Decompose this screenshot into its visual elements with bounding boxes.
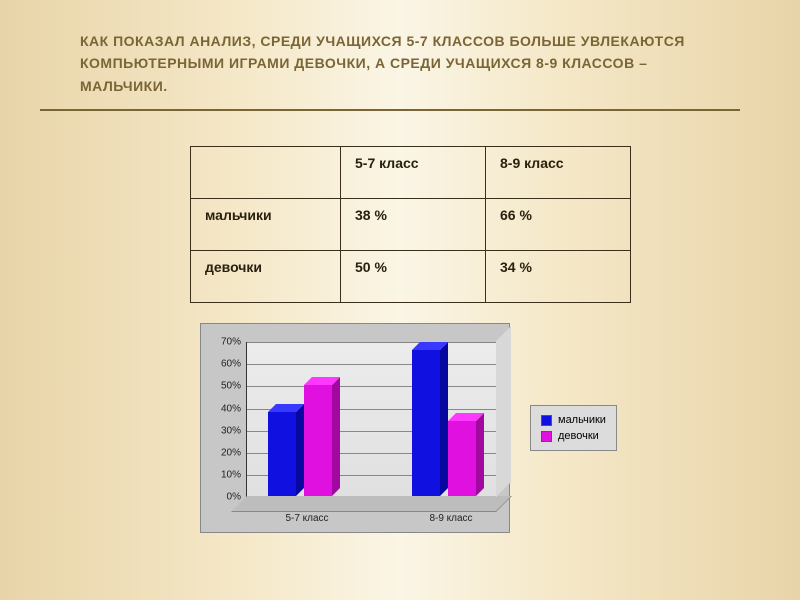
y-tick-label: 60% xyxy=(209,359,241,370)
table-header-cell: 5-7 класс xyxy=(341,147,486,199)
table-cell: 50 % xyxy=(341,251,486,303)
legend-swatch xyxy=(541,431,552,442)
header: КАК ПОКАЗАЛ АНАЛИЗ, СРЕДИ УЧАЩИХСЯ 5-7 К… xyxy=(0,0,800,126)
table-cell: мальчики xyxy=(191,199,341,251)
bar xyxy=(448,421,476,496)
legend-item: мальчики xyxy=(541,412,606,428)
y-tick-label: 20% xyxy=(209,447,241,458)
gridline xyxy=(247,364,496,365)
gridline xyxy=(247,386,496,387)
chart-container: 0% 10% 20% 30% 40% 50% 60% 70% 5-7 класс 8-9 клас… xyxy=(200,323,720,533)
gridline xyxy=(247,342,496,343)
legend-label: мальчики xyxy=(558,414,606,426)
plot-area xyxy=(246,342,496,497)
bar-chart: 0% 10% 20% 30% 40% 50% 60% 70% 5-7 класс 8-9 клас… xyxy=(200,323,510,533)
table-header-cell: 8-9 класс xyxy=(486,147,631,199)
x-tick-label: 5-7 класс xyxy=(285,513,328,524)
y-tick-label: 0% xyxy=(209,492,241,503)
content: 5-7 класс 8-9 класс мальчики 38 % 66 % д… xyxy=(0,146,800,533)
table-cell: девочки xyxy=(191,251,341,303)
legend: мальчики девочки xyxy=(530,405,617,451)
table-header-row: 5-7 класс 8-9 класс xyxy=(191,147,631,199)
bar xyxy=(268,412,296,496)
page-title: КАК ПОКАЗАЛ АНАЛИЗ, СРЕДИ УЧАЩИХСЯ 5-7 К… xyxy=(80,30,720,97)
y-tick-label: 30% xyxy=(209,425,241,436)
table-row: мальчики 38 % 66 % xyxy=(191,199,631,251)
table-cell: 38 % xyxy=(341,199,486,251)
x-tick-label: 8-9 класс xyxy=(429,513,472,524)
divider xyxy=(40,109,740,111)
legend-swatch xyxy=(541,415,552,426)
bar xyxy=(304,385,332,496)
legend-label: девочки xyxy=(558,430,599,442)
table-cell: 66 % xyxy=(486,199,631,251)
chart-back-wall xyxy=(496,326,511,497)
y-tick-label: 40% xyxy=(209,403,241,414)
data-table: 5-7 класс 8-9 класс мальчики 38 % 66 % д… xyxy=(190,146,720,303)
legend-item: девочки xyxy=(541,428,606,444)
y-tick-label: 10% xyxy=(209,470,241,481)
table-header-cell xyxy=(191,147,341,199)
chart-floor xyxy=(231,496,512,512)
table-row: девочки 50 % 34 % xyxy=(191,251,631,303)
bar xyxy=(412,350,440,496)
y-tick-label: 50% xyxy=(209,381,241,392)
table-cell: 34 % xyxy=(486,251,631,303)
y-tick-label: 70% xyxy=(209,337,241,348)
